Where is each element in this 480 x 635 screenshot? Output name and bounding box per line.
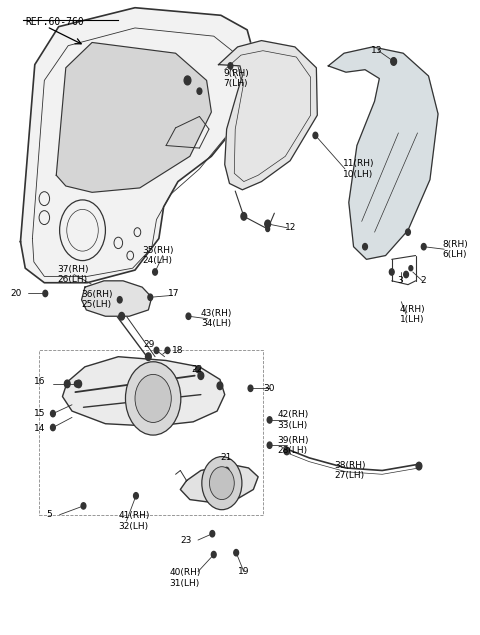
Text: 4(RH)
1(LH): 4(RH) 1(LH) xyxy=(400,305,425,324)
Text: 29: 29 xyxy=(144,340,155,349)
Circle shape xyxy=(154,347,159,354)
Circle shape xyxy=(145,353,151,361)
Circle shape xyxy=(186,313,191,319)
Circle shape xyxy=(202,457,242,510)
Circle shape xyxy=(198,372,204,380)
Circle shape xyxy=(241,213,247,220)
Text: 36(RH)
25(LH): 36(RH) 25(LH) xyxy=(82,290,113,309)
Circle shape xyxy=(74,381,79,387)
Text: 37(RH)
26(LH): 37(RH) 26(LH) xyxy=(58,265,89,284)
Circle shape xyxy=(404,271,408,277)
Circle shape xyxy=(406,229,410,236)
Circle shape xyxy=(209,467,234,500)
Text: 12: 12 xyxy=(285,224,297,232)
Text: 19: 19 xyxy=(238,567,249,576)
Text: 40(RH)
31(LH): 40(RH) 31(LH) xyxy=(169,568,201,587)
Text: 11(RH)
10(LH): 11(RH) 10(LH) xyxy=(343,159,374,178)
Text: 23: 23 xyxy=(180,535,192,545)
Text: 42(RH)
33(LH): 42(RH) 33(LH) xyxy=(277,410,309,430)
Circle shape xyxy=(391,58,396,65)
Circle shape xyxy=(266,227,270,232)
Circle shape xyxy=(217,382,223,390)
Circle shape xyxy=(196,366,200,373)
Circle shape xyxy=(265,221,270,227)
Circle shape xyxy=(76,380,82,388)
Text: 41(RH)
32(LH): 41(RH) 32(LH) xyxy=(118,511,150,531)
Text: 30: 30 xyxy=(263,384,275,393)
Text: 21: 21 xyxy=(220,453,231,462)
Circle shape xyxy=(135,375,171,422)
Circle shape xyxy=(43,290,48,297)
Circle shape xyxy=(184,76,191,85)
Circle shape xyxy=(50,424,55,431)
Circle shape xyxy=(284,447,289,455)
Polygon shape xyxy=(62,357,225,426)
Circle shape xyxy=(416,462,422,470)
Circle shape xyxy=(210,531,215,537)
Circle shape xyxy=(153,269,157,275)
Polygon shape xyxy=(180,464,258,502)
Circle shape xyxy=(389,269,394,275)
Text: 15: 15 xyxy=(34,409,45,418)
Circle shape xyxy=(265,220,271,228)
Text: 16: 16 xyxy=(34,377,45,387)
Polygon shape xyxy=(218,41,317,190)
Text: 22: 22 xyxy=(192,365,203,374)
Circle shape xyxy=(409,265,413,271)
Circle shape xyxy=(148,294,153,300)
Circle shape xyxy=(119,312,124,320)
Polygon shape xyxy=(328,47,438,259)
Circle shape xyxy=(165,347,170,354)
Text: REF.60-760: REF.60-760 xyxy=(25,17,84,27)
Text: 2: 2 xyxy=(420,276,426,285)
Text: 13: 13 xyxy=(371,46,383,55)
Text: 17: 17 xyxy=(168,289,179,298)
Circle shape xyxy=(234,549,239,556)
Circle shape xyxy=(363,244,367,250)
Circle shape xyxy=(267,417,272,423)
Circle shape xyxy=(197,88,202,95)
Text: 8(RH)
6(LH): 8(RH) 6(LH) xyxy=(443,239,468,259)
Circle shape xyxy=(421,244,426,250)
Circle shape xyxy=(391,58,396,65)
Circle shape xyxy=(64,380,70,388)
Text: 39(RH)
28(LH): 39(RH) 28(LH) xyxy=(277,436,309,455)
Circle shape xyxy=(211,551,216,558)
Circle shape xyxy=(81,503,86,509)
Text: 9(RH)
7(LH): 9(RH) 7(LH) xyxy=(223,69,249,88)
Circle shape xyxy=(313,132,318,138)
Text: 5: 5 xyxy=(47,511,52,519)
Circle shape xyxy=(125,362,181,435)
Polygon shape xyxy=(56,43,211,192)
Circle shape xyxy=(248,385,253,391)
Circle shape xyxy=(228,63,233,69)
Circle shape xyxy=(117,297,122,303)
Circle shape xyxy=(50,410,55,417)
Circle shape xyxy=(267,442,272,448)
Circle shape xyxy=(224,467,229,474)
Circle shape xyxy=(133,493,138,499)
Text: 35(RH)
24(LH): 35(RH) 24(LH) xyxy=(142,246,174,265)
Text: 20: 20 xyxy=(10,289,21,298)
Text: 38(RH)
27(LH): 38(RH) 27(LH) xyxy=(335,461,366,480)
Polygon shape xyxy=(21,8,257,283)
Text: 18: 18 xyxy=(172,346,184,355)
Text: 14: 14 xyxy=(34,424,45,432)
Text: 3: 3 xyxy=(397,276,403,285)
Polygon shape xyxy=(82,281,152,316)
Text: 43(RH)
34(LH): 43(RH) 34(LH) xyxy=(201,309,232,328)
